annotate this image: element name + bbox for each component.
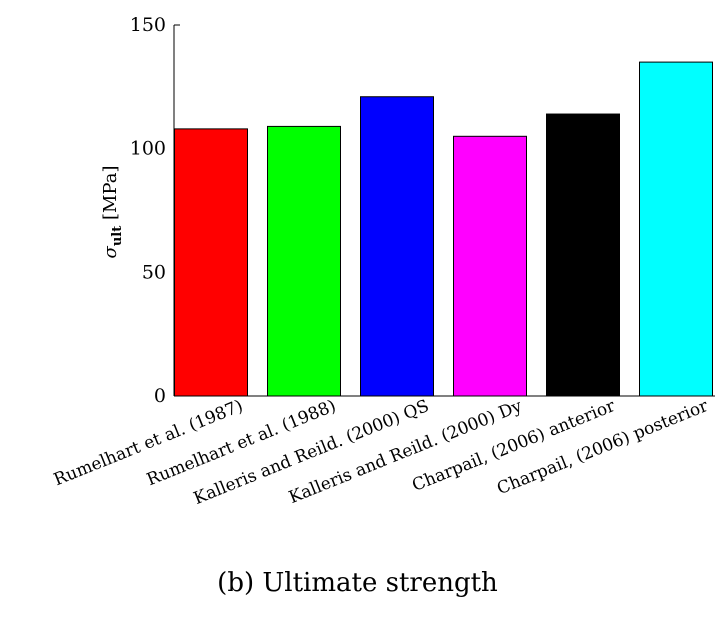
bar [639,61,713,397]
bar [453,135,527,397]
y-axis: 0 50 100 150 [130,14,715,407]
bar-chart: 0 50 100 150 Rumelhart et al. (1987)Rumelha… [51,14,715,509]
y-tick-label: 150 [130,14,166,36]
bars [174,61,713,397]
x-axis-labels: Rumelhart et al. (1987)Rumelhart et al. … [51,396,712,509]
y-axis-label: σult [MPa] [100,166,125,259]
y-tick-label: 0 [154,385,166,407]
bar [360,96,434,397]
figure-caption: (b) Ultimate strength [217,568,498,598]
y-tick-label: 100 [130,138,166,160]
bar [267,125,341,397]
bar [546,113,620,397]
bar [174,128,248,397]
y-tick-label: 50 [142,261,166,283]
